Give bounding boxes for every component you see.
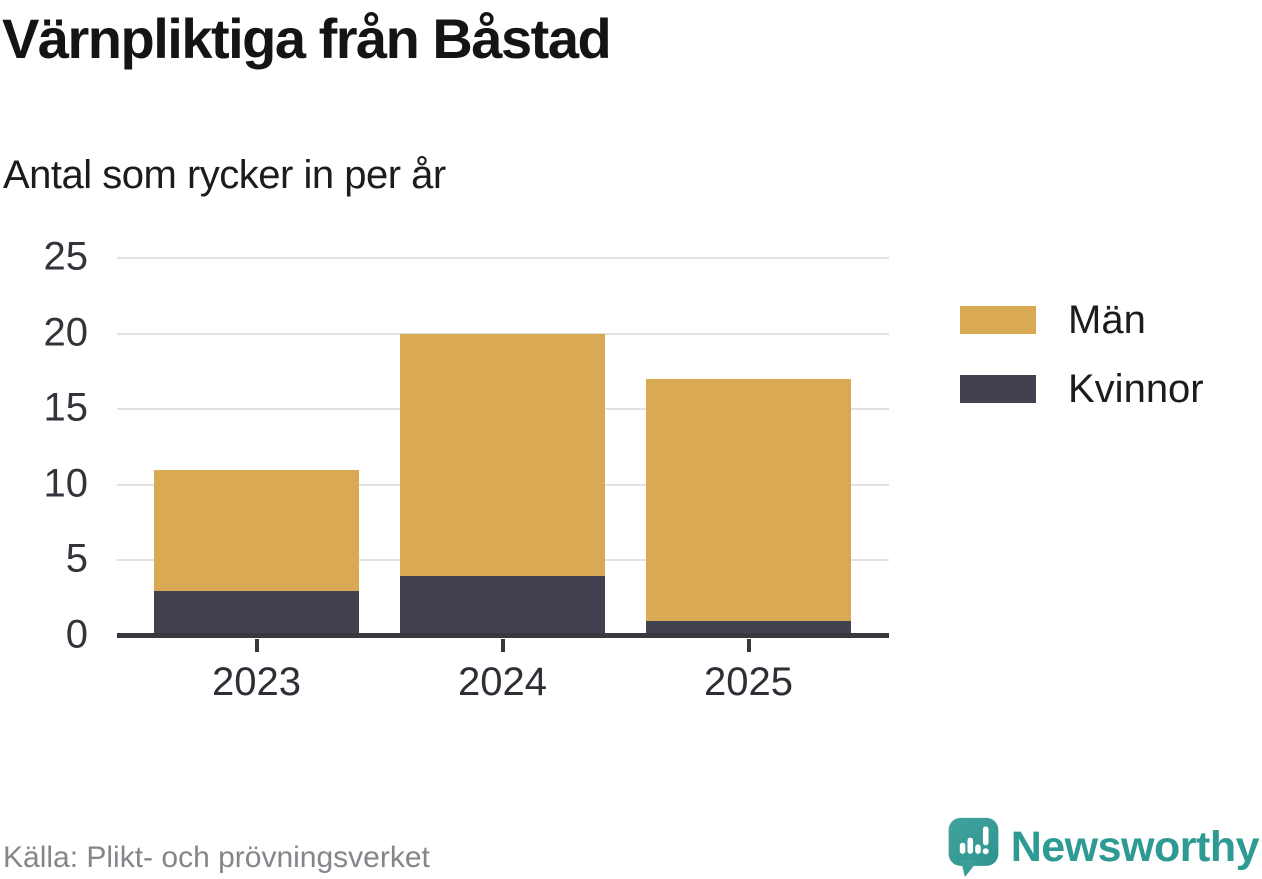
- x-axis-baseline: [117, 633, 889, 638]
- bar-2023: [154, 469, 359, 636]
- legend-item-män: Män: [960, 300, 1204, 340]
- x-tick-2024: [500, 639, 505, 652]
- bar-segment-kvinnor-2025: [646, 620, 851, 636]
- newsworthy-logo-text: Newsworthy: [1010, 822, 1260, 871]
- bar-segment-män-2024: [400, 333, 605, 576]
- chart-title: Värnpliktiga från Båstad: [2, 7, 612, 70]
- chart-subtitle: Antal som rycker in per år: [3, 153, 446, 197]
- y-tick-label-15: 15: [43, 385, 89, 430]
- y-tick-label-25: 25: [43, 234, 89, 279]
- y-tick-label-10: 10: [43, 461, 89, 506]
- x-tick-label-2025: 2025: [704, 660, 793, 704]
- bar-2024: [400, 333, 605, 636]
- y-tick-label-0: 0: [65, 612, 88, 657]
- bar-segment-män-2023: [154, 469, 359, 591]
- legend-item-kvinnor: Kvinnor: [960, 369, 1204, 409]
- bar-segment-män-2025: [646, 378, 851, 621]
- x-tick-2025: [746, 639, 751, 652]
- bar-segment-kvinnor-2023: [154, 590, 359, 636]
- y-tick-label-5: 5: [65, 536, 88, 581]
- gridline-20: [117, 332, 889, 335]
- newsworthy-logo-icon: [948, 817, 999, 877]
- legend-label-kvinnor: Kvinnor: [1068, 367, 1204, 411]
- bar-2025: [646, 378, 851, 636]
- source-note: Källa: Plikt- och prövningsverket: [3, 841, 430, 874]
- legend: Män Kvinnor: [960, 300, 1204, 409]
- y-tick-label-20: 20: [43, 310, 89, 355]
- gridline-25: [117, 257, 889, 259]
- newsworthy-brand: Newsworthy: [947, 817, 1260, 877]
- bar-segment-kvinnor-2024: [400, 575, 605, 636]
- x-tick-label-2023: 2023: [212, 660, 301, 704]
- legend-swatch-män: [960, 306, 1036, 334]
- legend-label-män: Män: [1068, 298, 1146, 342]
- x-tick-label-2024: 2024: [458, 660, 547, 704]
- y-axis: 0 5 10 15 20 25: [0, 235, 89, 657]
- plot-area: 2023 2024 2025: [117, 257, 889, 704]
- x-tick-2023: [254, 639, 259, 652]
- legend-swatch-kvinnor: [960, 375, 1036, 403]
